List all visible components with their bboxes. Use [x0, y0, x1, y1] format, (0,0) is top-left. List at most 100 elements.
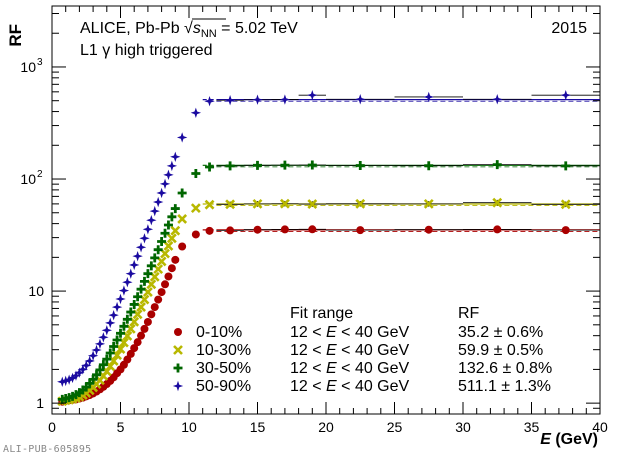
- data-point-star: [492, 94, 503, 105]
- data-point-circle: [174, 328, 182, 336]
- data-point-star: [70, 370, 82, 381]
- x-axis-title: E (GeV): [540, 431, 598, 448]
- data-point-plus: [191, 169, 201, 179]
- legend-rf-value: 511.1 ± 1.3%: [458, 378, 551, 395]
- data-point-star: [163, 169, 174, 181]
- data-point-star: [63, 374, 75, 385]
- data-point-plus: [133, 292, 143, 302]
- experiment-label: ALICE, Pb-Pb √sNN = 5.02 TeV: [80, 20, 298, 40]
- data-point-circle: [130, 344, 139, 353]
- y-tick-exponent: 3: [37, 57, 43, 68]
- data-point-star: [204, 95, 215, 107]
- data-point-star: [190, 107, 202, 118]
- data-point-star: [94, 338, 106, 350]
- data-point-plus: [136, 284, 146, 294]
- data-point-cross: [492, 197, 503, 208]
- data-point-plus: [157, 236, 167, 246]
- data-point-star: [118, 285, 130, 296]
- data-point-star: [122, 277, 133, 288]
- data-point-plus: [112, 335, 122, 345]
- legend-centrality: 30-50%: [196, 360, 251, 377]
- y-tick-label: 1: [36, 395, 44, 411]
- data-point-cross: [177, 214, 188, 224]
- data-point-cross: [173, 345, 183, 355]
- legend-centrality: 0-10%: [196, 324, 242, 341]
- data-point-star: [111, 301, 123, 313]
- data-point-circle: [424, 225, 433, 234]
- data-point-plus: [105, 348, 115, 358]
- data-point-circle: [178, 242, 187, 251]
- data-point-star: [152, 196, 164, 208]
- data-point-circle: [226, 226, 235, 235]
- legend-rf-value: 132.6 ± 0.8%: [458, 360, 552, 377]
- x-tick-label: 20: [318, 419, 334, 435]
- data-point-star: [224, 95, 236, 106]
- data-point-plus: [307, 160, 317, 170]
- data-point-plus: [119, 321, 129, 331]
- data-point-cross: [355, 198, 366, 209]
- data-point-circle: [161, 280, 170, 289]
- data-point-star: [307, 89, 318, 101]
- data-point-circle: [126, 349, 135, 358]
- data-point-cross: [204, 199, 215, 210]
- data-point-plus: [95, 365, 105, 375]
- legend-rf-value: 59.9 ± 0.5%: [458, 342, 543, 359]
- data-point-plus: [146, 261, 156, 271]
- data-point-plus: [122, 314, 132, 324]
- data-point-cross: [252, 198, 263, 209]
- data-point-circle: [205, 226, 214, 235]
- data-point-plus: [116, 328, 125, 338]
- data-point-star: [355, 94, 366, 105]
- data-point-star: [146, 215, 157, 226]
- data-point-circle: [140, 324, 149, 333]
- y-tick-label: 10: [20, 59, 36, 75]
- data-point-star: [172, 380, 184, 392]
- x-tick-label: 10: [181, 419, 197, 435]
- legend-fit-range: 12 < E < 40 GeV: [290, 324, 410, 341]
- data-point-plus: [205, 162, 215, 172]
- data-point-cross: [560, 199, 571, 210]
- data-point-plus: [126, 307, 136, 317]
- data-point-plus: [109, 342, 119, 352]
- data-point-star: [156, 187, 167, 199]
- data-point-star: [149, 205, 160, 217]
- data-point-plus: [167, 212, 177, 222]
- data-point-star: [142, 224, 154, 235]
- legend-rf-value: 35.2 ± 0.6%: [458, 324, 543, 341]
- data-point-star: [60, 375, 71, 387]
- x-tick-label: 25: [387, 419, 403, 435]
- data-point-plus: [177, 188, 187, 198]
- data-point-circle: [308, 225, 317, 234]
- legend-fit-range: 12 < E < 40 GeV: [290, 342, 410, 359]
- x-tick-label: 40: [592, 419, 608, 435]
- x-tick-label: 0: [48, 419, 56, 435]
- data-point-circle: [150, 303, 159, 312]
- legend-fit-range: 12 < E < 40 GeV: [290, 360, 410, 377]
- data-point-star: [67, 372, 78, 384]
- data-point-star: [135, 242, 147, 253]
- data-point-star: [115, 293, 126, 305]
- data-point-plus: [143, 269, 153, 279]
- y-tick-label: 10: [20, 171, 36, 187]
- data-point-plus: [92, 370, 102, 380]
- data-point-plus: [153, 245, 163, 255]
- data-point-cross: [423, 198, 434, 209]
- data-point-circle: [493, 225, 502, 234]
- data-point-plus: [280, 160, 290, 170]
- x-tick-label: 30: [455, 419, 471, 435]
- data-point-star: [166, 160, 178, 172]
- data-point-plus: [129, 299, 139, 309]
- data-point-plus: [98, 360, 108, 370]
- data-point-star: [77, 364, 89, 375]
- data-point-circle: [561, 226, 570, 235]
- data-point-star: [57, 376, 68, 388]
- data-point-plus: [492, 160, 502, 170]
- data-point-plus: [355, 161, 365, 171]
- data-point-plus: [170, 204, 180, 214]
- data-point-cross: [307, 199, 318, 209]
- data-point-star: [84, 355, 95, 367]
- data-point-star: [87, 350, 99, 361]
- data-point-plus: [160, 228, 170, 238]
- data-point-star: [125, 268, 136, 279]
- data-point-plus: [225, 161, 235, 171]
